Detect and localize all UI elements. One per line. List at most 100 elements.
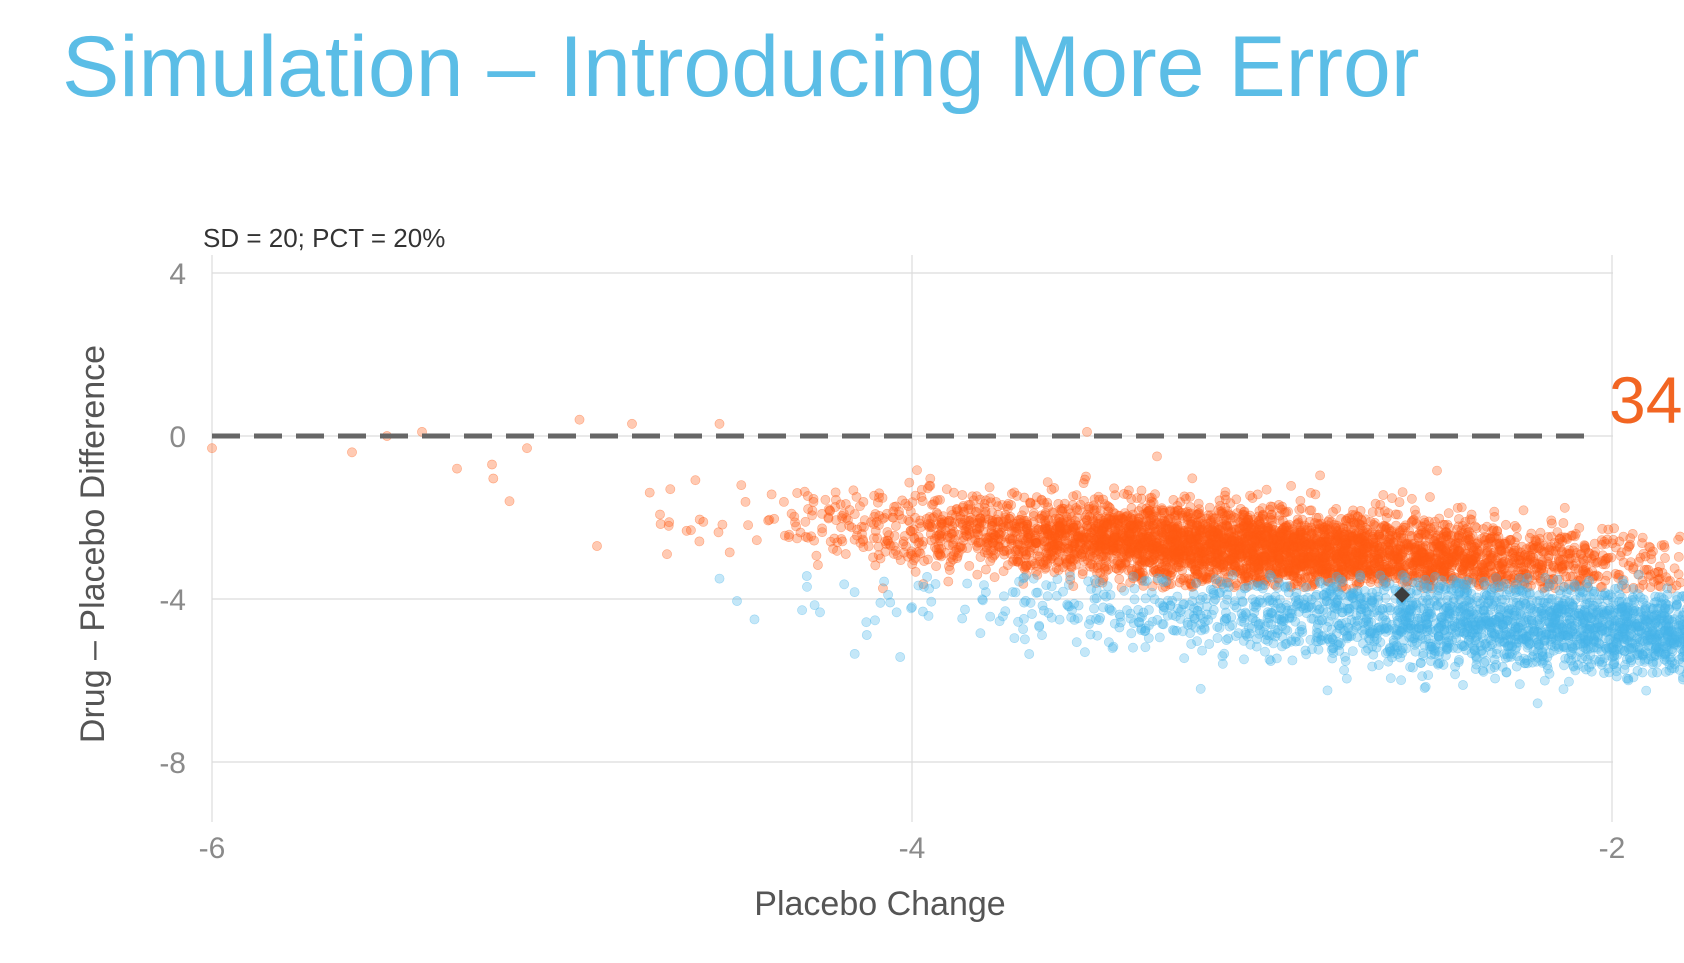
data-point [981,564,991,575]
data-point [627,418,637,429]
data-point [1425,492,1435,502]
data-point [1379,561,1390,572]
data-point [1332,529,1343,540]
data-point [858,534,868,545]
data-point [1094,528,1105,539]
data-point [1412,561,1423,571]
data-point [1317,553,1327,564]
data-point [452,463,462,474]
data-point [1633,556,1644,567]
data-point [1040,508,1051,518]
data-point [894,510,905,520]
data-point [912,465,922,476]
data-point [957,490,968,500]
data-point [1105,511,1115,522]
data-point [1138,528,1148,538]
data-point [1142,508,1153,519]
data-point [1373,553,1384,564]
data-point [1409,557,1420,567]
data-point [1182,512,1193,523]
data-point [1195,513,1206,523]
data-point [1307,528,1318,539]
data-point [1306,555,1317,566]
data-point [662,549,672,560]
data-point [1223,509,1234,520]
data-point [1295,532,1306,543]
data-point [836,522,846,533]
data-point [1193,498,1204,509]
data-point [1653,580,1664,591]
data-point [1275,503,1285,514]
data-point [1274,515,1285,526]
data-point [1092,542,1103,553]
data-point [910,512,920,523]
data-point [1283,506,1293,517]
data-point [1024,545,1035,556]
data-point [922,483,933,494]
data-point [1138,517,1148,528]
data-point [1206,534,1217,545]
data-point [1369,540,1379,551]
data-point [1158,521,1169,531]
data-point [1274,545,1285,556]
data-point [1400,520,1411,531]
data-point [1424,516,1434,527]
data-point [1346,543,1357,554]
data-point [1040,510,1050,520]
data-point [1456,502,1467,513]
data-point [1185,541,1196,551]
data-point [1362,524,1372,535]
data-point [1472,539,1482,549]
data-point [1250,534,1261,545]
data-point [694,514,705,525]
data-point [929,496,940,506]
data-point [1173,539,1184,550]
data-point [1143,542,1154,553]
data-point [1322,536,1333,547]
data-point [743,520,753,530]
data-point [1052,516,1063,527]
data-point [1174,554,1184,565]
data-point [1028,508,1039,519]
data-point [1440,543,1450,554]
data-point [1202,574,1212,585]
data-point [1102,518,1113,529]
data-point [1285,548,1296,559]
data-point [1098,522,1109,532]
data-point [1315,536,1326,547]
data-point [1442,519,1453,530]
data-point [870,509,881,519]
data-point [973,543,983,554]
data-point [931,561,941,572]
data-point [1359,544,1369,554]
data-point [838,508,849,519]
data-point [931,544,942,555]
data-point [1023,529,1034,539]
data-point [1660,553,1670,563]
data-point [1495,538,1505,549]
data-point [1589,538,1600,549]
slide-title: Simulation – Introducing More Error [62,19,1420,115]
data-point [1257,540,1268,551]
data-point [1546,515,1557,526]
data-point [1112,543,1122,553]
data-point [1316,558,1327,569]
data-point [1062,524,1073,535]
data-point [1091,522,1101,532]
data-point [690,475,701,486]
data-point [1247,553,1257,564]
data-point [1638,548,1649,559]
data-point [1422,571,1432,582]
data-point [1597,523,1608,534]
data-point [1331,503,1342,514]
data-point [1457,550,1468,561]
data-point [1460,546,1471,557]
data-point [1063,544,1074,554]
data-point [1148,512,1158,523]
data-point [879,512,890,523]
data-point [1391,545,1401,555]
data-point [858,496,869,507]
data-point [1296,561,1306,572]
data-point [1362,541,1373,552]
data-point [1377,566,1387,577]
